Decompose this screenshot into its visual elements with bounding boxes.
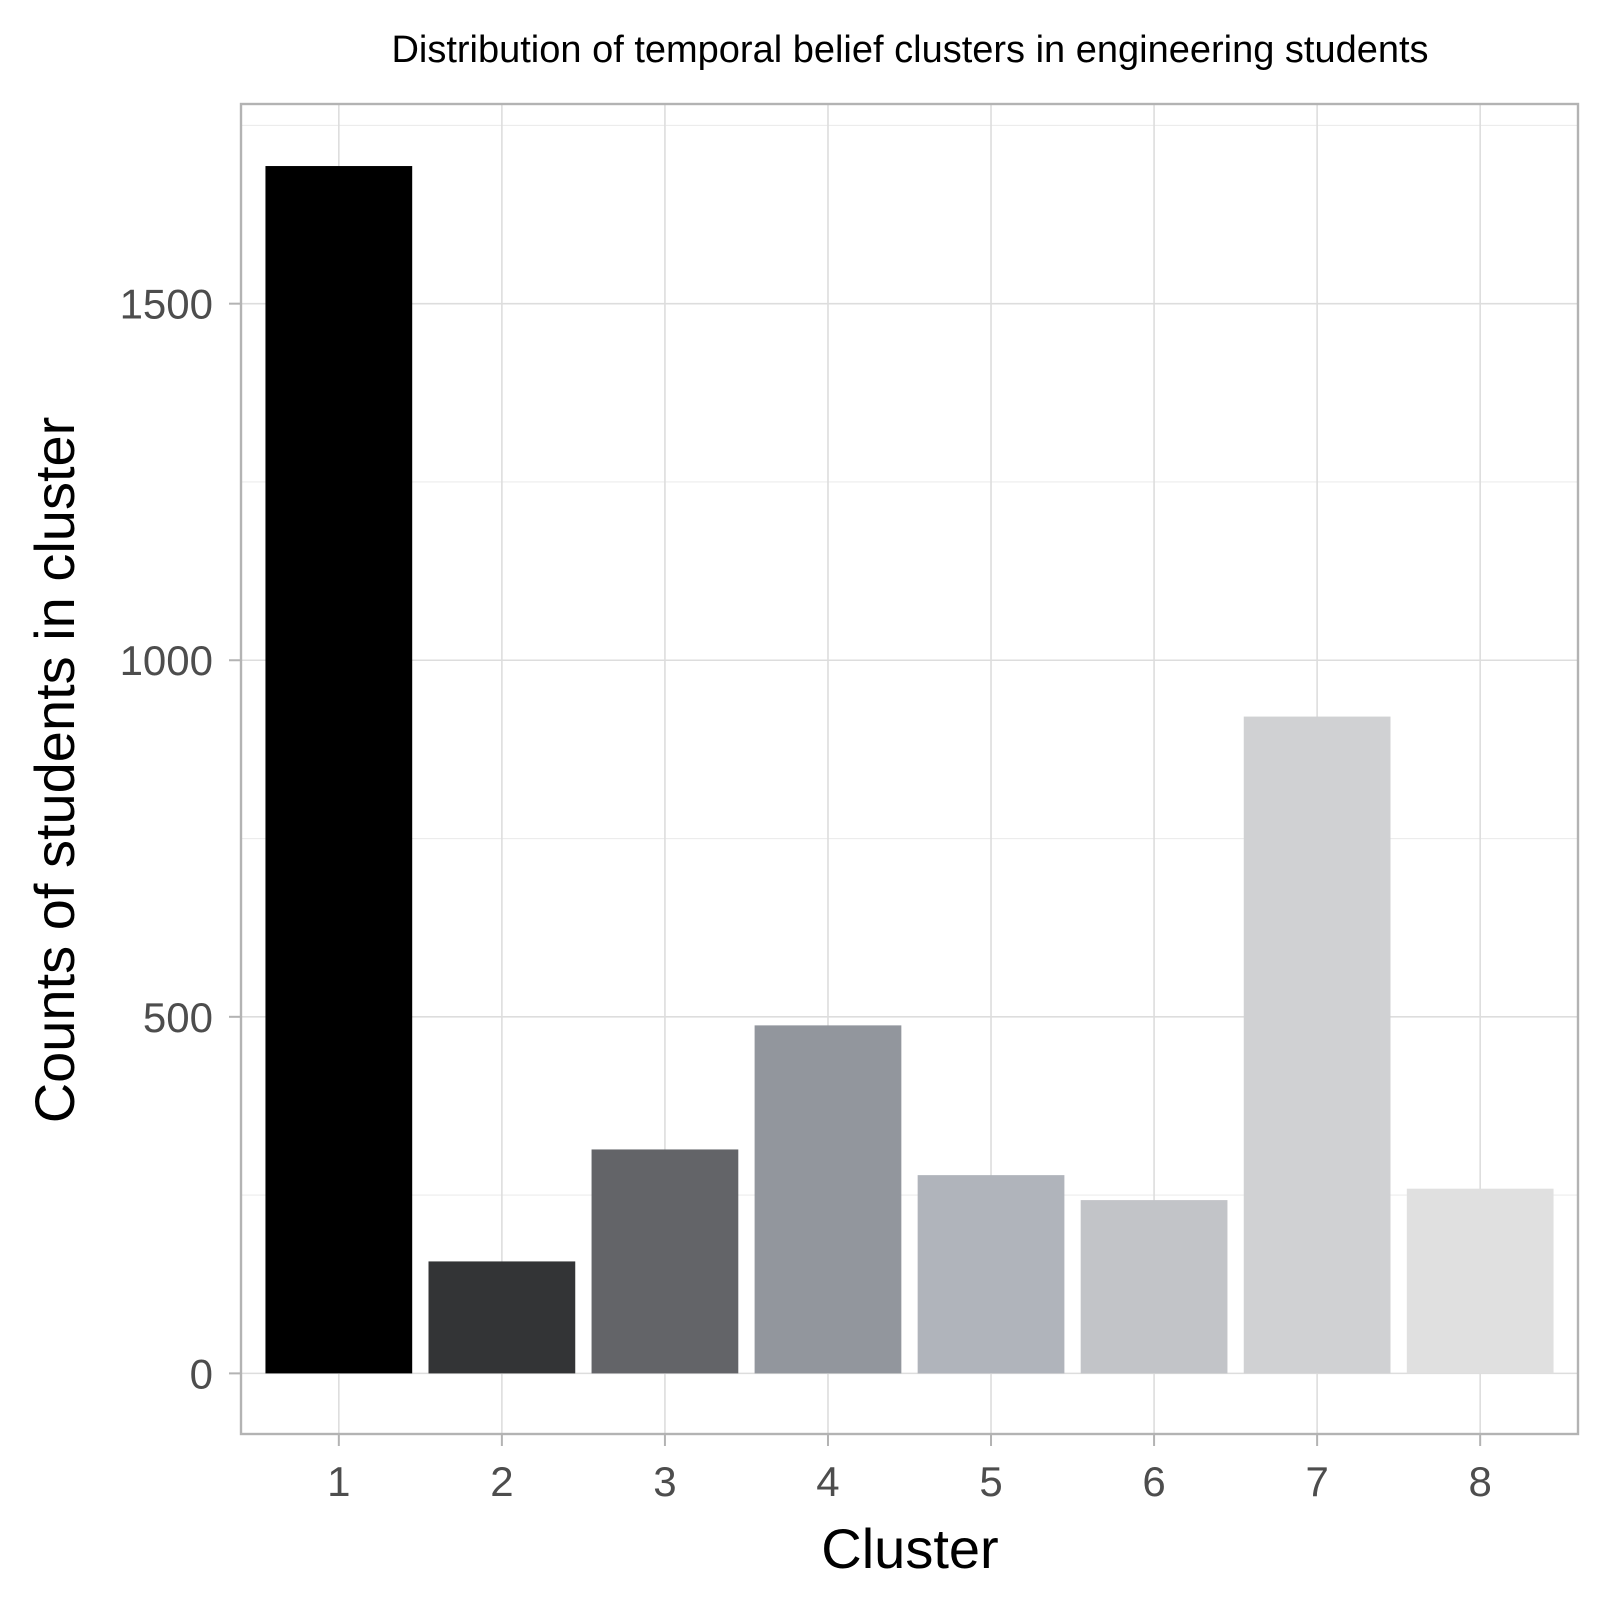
bar-cluster-5	[917, 1175, 1065, 1374]
y-axis-title: Counts of students in cluster	[23, 417, 86, 1124]
bar-cluster-2	[428, 1261, 576, 1374]
plot-panel-border	[239, 102, 1580, 1436]
x-tick-label: 3	[653, 1458, 676, 1505]
x-tick-label: 4	[816, 1458, 839, 1505]
y-tick-label: 0	[190, 1350, 213, 1397]
y-tick-label: 500	[143, 994, 213, 1041]
bar-cluster-7	[1243, 716, 1391, 1374]
x-axis-title: Cluster	[821, 1517, 998, 1580]
x-axis-ticks: 1 2 3 4 5 6 7 8	[327, 1434, 1492, 1505]
x-tick-label: 6	[1142, 1458, 1165, 1505]
bar-cluster-4	[754, 1025, 902, 1374]
x-tick-label: 1	[327, 1458, 350, 1505]
bar-cluster-3	[591, 1149, 739, 1374]
y-axis-ticks: 0 500 1000 1500	[120, 281, 241, 1397]
bar-cluster-1	[265, 166, 413, 1374]
bar-cluster-8	[1406, 1188, 1554, 1374]
x-tick-label: 8	[1468, 1458, 1491, 1505]
bars	[265, 166, 1554, 1374]
x-tick-label: 5	[979, 1458, 1002, 1505]
bar-cluster-6	[1080, 1200, 1228, 1374]
y-tick-label: 1500	[120, 281, 213, 328]
x-tick-label: 7	[1305, 1458, 1328, 1505]
chart-title: Distribution of temporal belief clusters…	[391, 29, 1428, 71]
x-tick-label: 2	[490, 1458, 513, 1505]
y-tick-label: 1000	[120, 637, 213, 684]
